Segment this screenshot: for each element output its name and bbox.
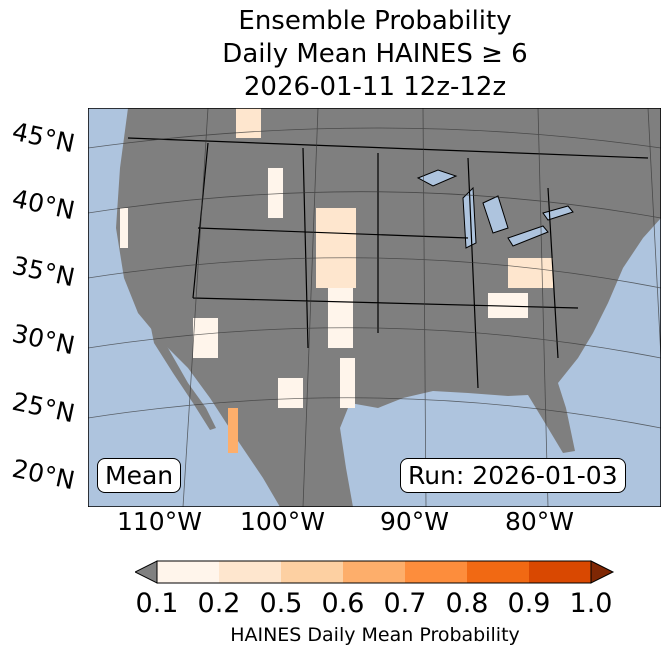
colorbar-segment	[405, 561, 468, 583]
lon-label-100: 100°W	[240, 507, 325, 536]
lon-label-90: 90°W	[380, 507, 450, 536]
land	[116, 108, 661, 507]
colorbar-tick: 0.2	[197, 588, 241, 619]
colorbar-segment	[281, 561, 344, 583]
colorbar-segment	[219, 561, 282, 583]
lat-label-40: 40°N	[9, 183, 78, 226]
chart-title: Ensemble Probability Daily Mean HAINES ≥…	[40, 5, 671, 104]
baja-california	[150, 323, 216, 430]
probability-map	[88, 108, 661, 507]
great-lakes	[416, 169, 574, 249]
lat-label-25: 25°N	[9, 386, 78, 429]
colorbar-segment	[529, 561, 592, 583]
colorbar	[135, 560, 615, 584]
colorbar-segment	[343, 561, 406, 583]
title-line-1: Ensemble Probability	[238, 6, 512, 36]
lat-label-35: 35°N	[9, 250, 78, 293]
lat-label-30: 30°N	[9, 318, 78, 361]
colorbar-tick: 0.9	[507, 588, 551, 619]
colorbar-tick: 1.0	[569, 588, 613, 619]
colorbar-over-arrow	[590, 560, 615, 584]
lon-label-80: 80°W	[505, 507, 575, 536]
colorbar-tick: 0.8	[445, 588, 489, 619]
lat-label-45: 45°N	[9, 116, 78, 159]
colorbar-tick: 0.1	[135, 588, 179, 619]
title-line-2: Daily Mean HAINES ≥ 6	[222, 39, 528, 69]
run-label-box: Run: 2026-01-03	[400, 458, 626, 493]
colorbar-tick: 0.5	[259, 588, 303, 619]
stat-label-box: Mean	[97, 458, 182, 493]
lat-label-20: 20°N	[9, 453, 78, 496]
colorbar-segment	[467, 561, 530, 583]
colorbar-label: HAINES Daily Mean Probability	[230, 624, 520, 646]
colorbar-tick: 0.7	[383, 588, 427, 619]
probability-cells	[120, 108, 553, 453]
gridlines	[88, 108, 661, 507]
title-line-3: 2026-01-11 12z-12z	[243, 72, 507, 102]
state-borders	[127, 137, 649, 389]
colorbar-tick: 0.6	[321, 588, 365, 619]
colorbar-under-arrow	[135, 560, 158, 584]
lon-label-110: 110°W	[117, 507, 202, 536]
colorbar-segment	[157, 561, 220, 583]
